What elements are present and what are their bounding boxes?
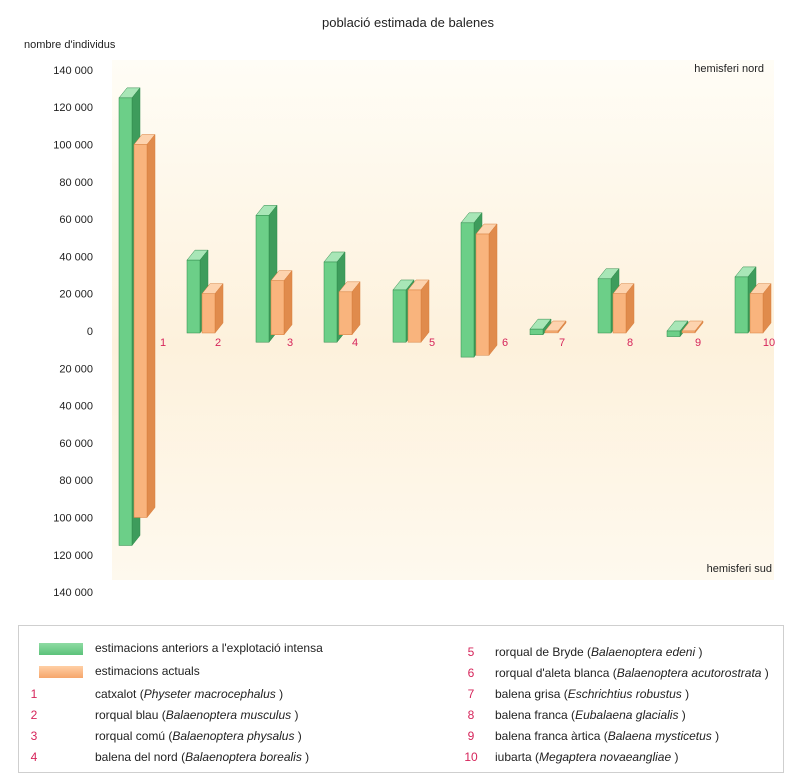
y-tick-label: 40 000 [59, 251, 93, 263]
y-tick-label: 100 000 [53, 140, 93, 152]
bar-before-6 [460, 222, 475, 358]
species-common-name: balena franca ( [495, 708, 576, 722]
category-number: 8 [627, 337, 633, 349]
species-latin-name: Physeter macrocephalus [143, 687, 276, 701]
bar-current-10 [749, 293, 764, 334]
species-latin-name: Balaena mysticetus [607, 729, 712, 743]
species-latin-name: Balaenoptera borealis [185, 750, 302, 764]
legend-species-number: 6 [467, 666, 475, 680]
bar-before-2 [186, 259, 201, 334]
y-tick-label: 120 000 [53, 102, 93, 114]
bar-current-3 [270, 280, 285, 335]
bar-current-7 [544, 330, 559, 334]
species-common-name: balena franca àrtica ( [495, 729, 608, 743]
bar-before-7 [529, 328, 544, 335]
bar-current-6-side [488, 223, 498, 356]
species-latin-name: Eschrichtius robustus [567, 687, 682, 701]
category-number: 3 [287, 337, 293, 349]
legend-species-label: balena del nord (Balaenoptera borealis ) [95, 750, 310, 764]
species-latin-name: Eubalaena glacialis [575, 708, 679, 722]
legend-species-number: 7 [467, 687, 475, 701]
category-number: 4 [352, 337, 358, 349]
legend-species-label: balena franca àrtica (Balaena mysticetus… [495, 729, 720, 743]
species-common-name: rorqual comú ( [95, 729, 173, 743]
species-common-name: catxalot ( [95, 687, 144, 701]
chart: població estimada de balenes nombre d'in… [24, 15, 775, 599]
bar-before-10 [734, 276, 749, 334]
bar-current-4 [338, 291, 353, 335]
bar-before-3 [255, 215, 270, 343]
chart-title: població estimada de balenes [322, 15, 495, 30]
y-tick-label: 140 000 [53, 65, 93, 77]
category-number: 5 [429, 337, 435, 349]
species-common-name: balena grisa ( [495, 687, 568, 701]
legend-swatch-before [39, 643, 83, 655]
legend-species-label: catxalot (Physeter macrocephalus ) [95, 687, 284, 701]
bar-before-4 [323, 261, 338, 343]
legend-species-number: 5 [467, 645, 475, 659]
legend-species-label: rorqual de Bryde (Balaenoptera edeni ) [495, 645, 703, 659]
species-common-name: rorqual de Bryde ( [495, 645, 592, 659]
bar-current-8 [612, 293, 627, 334]
legend-species-number: 9 [467, 729, 475, 743]
legend-species-label: balena grisa (Eschrichtius robustus ) [495, 687, 690, 701]
bar-before-5 [392, 289, 407, 343]
y-tick-label: 100 000 [53, 513, 93, 525]
y-axis-label: nombre d'individus [24, 39, 116, 51]
bar-before-9 [666, 330, 681, 337]
y-tick-label: 120 000 [53, 550, 93, 562]
bar-before-1 [118, 97, 133, 546]
species-common-name: rorqual blau ( [95, 708, 166, 722]
bar-current-5-side [420, 279, 430, 343]
species-latin-name: Balaenoptera edeni [591, 645, 696, 659]
legend-label-before: estimacions anteriors a l'explotació int… [95, 641, 323, 655]
bar-current-6 [475, 233, 490, 356]
legend-species-label: rorqual blau (Balaenoptera musculus ) [95, 708, 299, 722]
y-tick-label: 60 000 [59, 214, 93, 226]
legend-species-label: iubarta (Megaptera novaeangliae ) [495, 750, 679, 764]
legend-species-number: 2 [30, 708, 38, 722]
species-latin-name: Balaenoptera physalus [172, 729, 295, 743]
y-tick-label: 20 000 [59, 289, 93, 301]
legend-species-number: 1 [30, 687, 38, 701]
species-latin-name: Balaenoptera acutorostrata [616, 666, 762, 680]
legend-species-label: balena franca (Eubalaena glacialis ) [495, 708, 686, 722]
region-label-north: hemisferi nord [694, 63, 764, 75]
bar-current-3-side [283, 269, 293, 336]
category-number: 10 [763, 337, 775, 349]
legend-species-number: 8 [467, 708, 475, 722]
legend-species-number: 4 [30, 750, 38, 764]
species-latin-name: Megaptera novaeangliae [539, 750, 672, 764]
bar-current-1-side [146, 133, 156, 519]
legend-species-number: 10 [464, 750, 478, 764]
category-number: 9 [695, 337, 701, 349]
legend-label-current: estimacions actuals [95, 664, 200, 678]
species-common-name: rorqual d'aleta blanca ( [495, 666, 617, 680]
species-common-name: iubarta ( [495, 750, 540, 764]
legend: estimacions anteriors a l'explotació int… [18, 625, 784, 773]
species-latin-name: Balaenoptera musculus [165, 708, 292, 722]
category-number: 7 [559, 337, 565, 349]
category-number: 2 [215, 337, 221, 349]
y-tick-label: 20 000 [59, 363, 93, 375]
y-tick-label: 140 000 [53, 587, 93, 599]
y-tick-label: 80 000 [59, 475, 93, 487]
y-tick-label: 40 000 [59, 401, 93, 413]
legend-species-label: rorqual comú (Balaenoptera physalus ) [95, 729, 302, 743]
category-number: 6 [502, 337, 508, 349]
legend-species-label: rorqual d'aleta blanca (Balaenoptera acu… [495, 666, 769, 680]
y-tick-label: 0 [87, 326, 93, 338]
category-number: 1 [160, 337, 166, 349]
bar-current-2 [201, 293, 216, 334]
y-tick-label: 80 000 [59, 177, 93, 189]
bar-current-5 [407, 289, 422, 343]
region-label-south: hemisferi sud [707, 563, 772, 575]
legend-swatch-current [39, 666, 83, 678]
bar-before-8 [597, 278, 612, 334]
bar-current-1 [133, 144, 148, 518]
legend-species-number: 3 [30, 729, 38, 743]
bar-current-9 [681, 330, 696, 334]
species-common-name: balena del nord ( [95, 750, 186, 764]
y-tick-label: 60 000 [59, 438, 93, 450]
